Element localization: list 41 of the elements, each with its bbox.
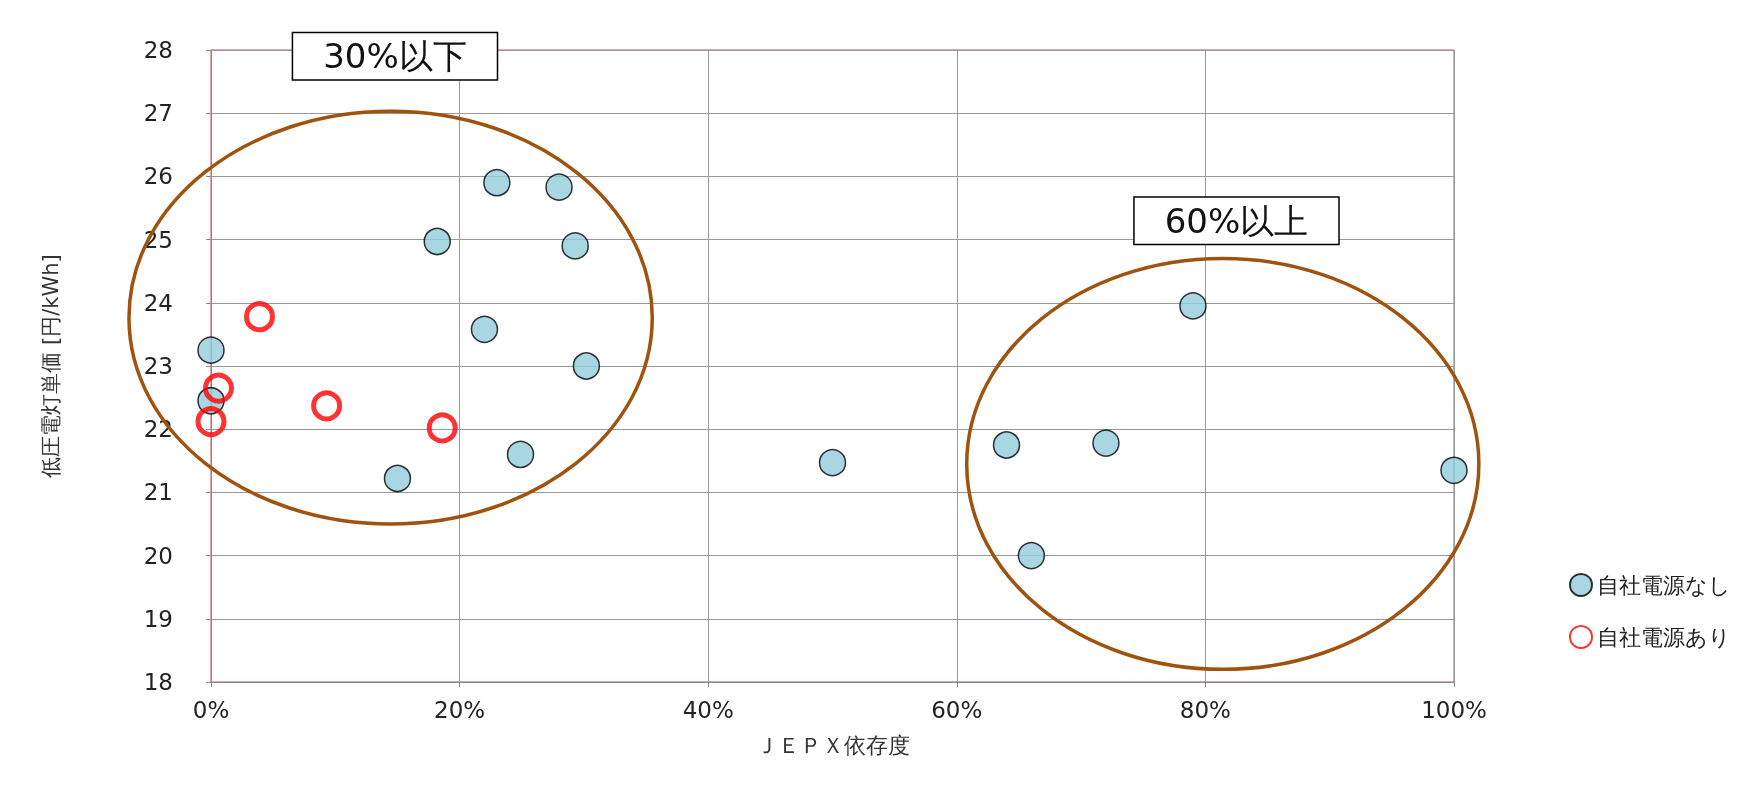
point: [483, 168, 511, 197]
point: [561, 232, 589, 260]
y-tick-label: 20: [143, 542, 173, 569]
y-tick-label: 26: [143, 163, 173, 190]
point: [197, 336, 225, 364]
point: [383, 464, 412, 493]
y-tick-label: 18: [143, 669, 173, 695]
point: [818, 448, 847, 477]
y-tick-label: 23: [143, 353, 173, 379]
point: [195, 406, 227, 438]
point: [1092, 429, 1120, 457]
x-tick-label: 80%: [1179, 696, 1231, 723]
legend-label: 自社電源なし: [1597, 572, 1731, 598]
point: [423, 227, 451, 256]
point: [1440, 456, 1468, 485]
x-axis-title: ＪＥＰＸ依存度: [755, 732, 910, 758]
x-tick-label: 60%: [931, 696, 983, 723]
legend-label: 自社電源あり: [1597, 624, 1731, 650]
annotation: 30%以下: [323, 36, 467, 77]
point: [992, 431, 1021, 459]
point: [311, 390, 343, 422]
y-axis-title: 低圧電灯単価 [円/kWh]: [38, 254, 63, 478]
point: [1017, 541, 1046, 570]
y-tick-label: 19: [143, 605, 173, 632]
x-tick-label: 20%: [434, 696, 486, 723]
annotation: 60%以上: [1164, 200, 1309, 241]
point: [572, 352, 601, 380]
x-tick-label: 0%: [192, 696, 230, 723]
point: [426, 412, 458, 444]
point: [506, 440, 535, 469]
x-tick-label: 100%: [1421, 696, 1487, 723]
point: [470, 315, 499, 344]
y-tick-label: 28: [143, 37, 173, 63]
point: [1179, 292, 1207, 320]
x-tick-label: 40%: [682, 696, 734, 723]
point: [244, 301, 275, 333]
y-tick-label: 24: [143, 289, 173, 316]
y-tick-label: 21: [143, 479, 173, 506]
point: [202, 372, 234, 404]
y-tick-label: 27: [143, 100, 173, 127]
point: [545, 173, 573, 201]
